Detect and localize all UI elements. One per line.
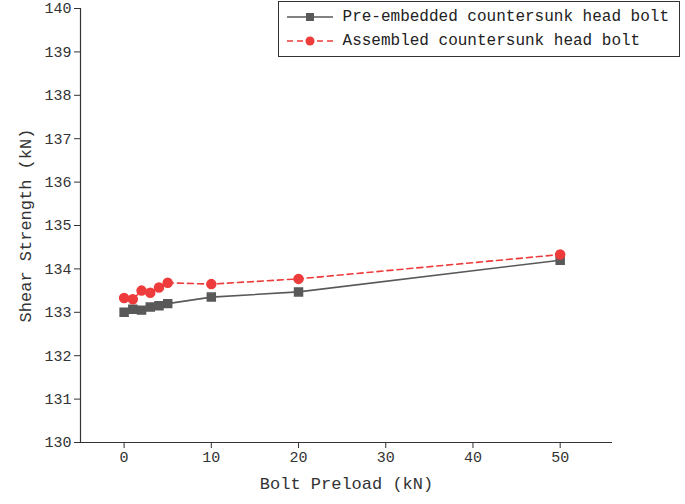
- svg-text:133: 133: [44, 305, 71, 322]
- html-text:Pre-embedded countersunk head: Pre-embedded countersunk head bolt: [342, 8, 669, 26]
- svg-text:40: 40: [464, 450, 482, 467]
- html-text:Assembled countersunk head bol: Assembled countersunk head bolt: [342, 32, 641, 50]
- svg-text:131: 131: [44, 392, 71, 409]
- svg-text:Shear Strength (kN): Shear Strength (kN): [17, 129, 36, 323]
- svg-text:0: 0: [120, 450, 129, 467]
- svg-text:140: 140: [44, 1, 71, 18]
- svg-text:139: 139: [44, 45, 71, 62]
- svg-text:30: 30: [377, 450, 395, 467]
- svg-text:Bolt Preload (kN): Bolt Preload (kN): [260, 475, 433, 494]
- svg-text:50: 50: [551, 450, 569, 467]
- svg-text:138: 138: [44, 88, 71, 105]
- svg-text:20: 20: [290, 450, 308, 467]
- svg-text:132: 132: [44, 349, 71, 366]
- svg-text:134: 134: [44, 262, 71, 279]
- svg-text:135: 135: [44, 218, 71, 235]
- svg-text:10: 10: [202, 450, 220, 467]
- svg-text:136: 136: [44, 175, 71, 192]
- svg-text:130: 130: [44, 435, 71, 452]
- svg-text:137: 137: [44, 132, 71, 149]
